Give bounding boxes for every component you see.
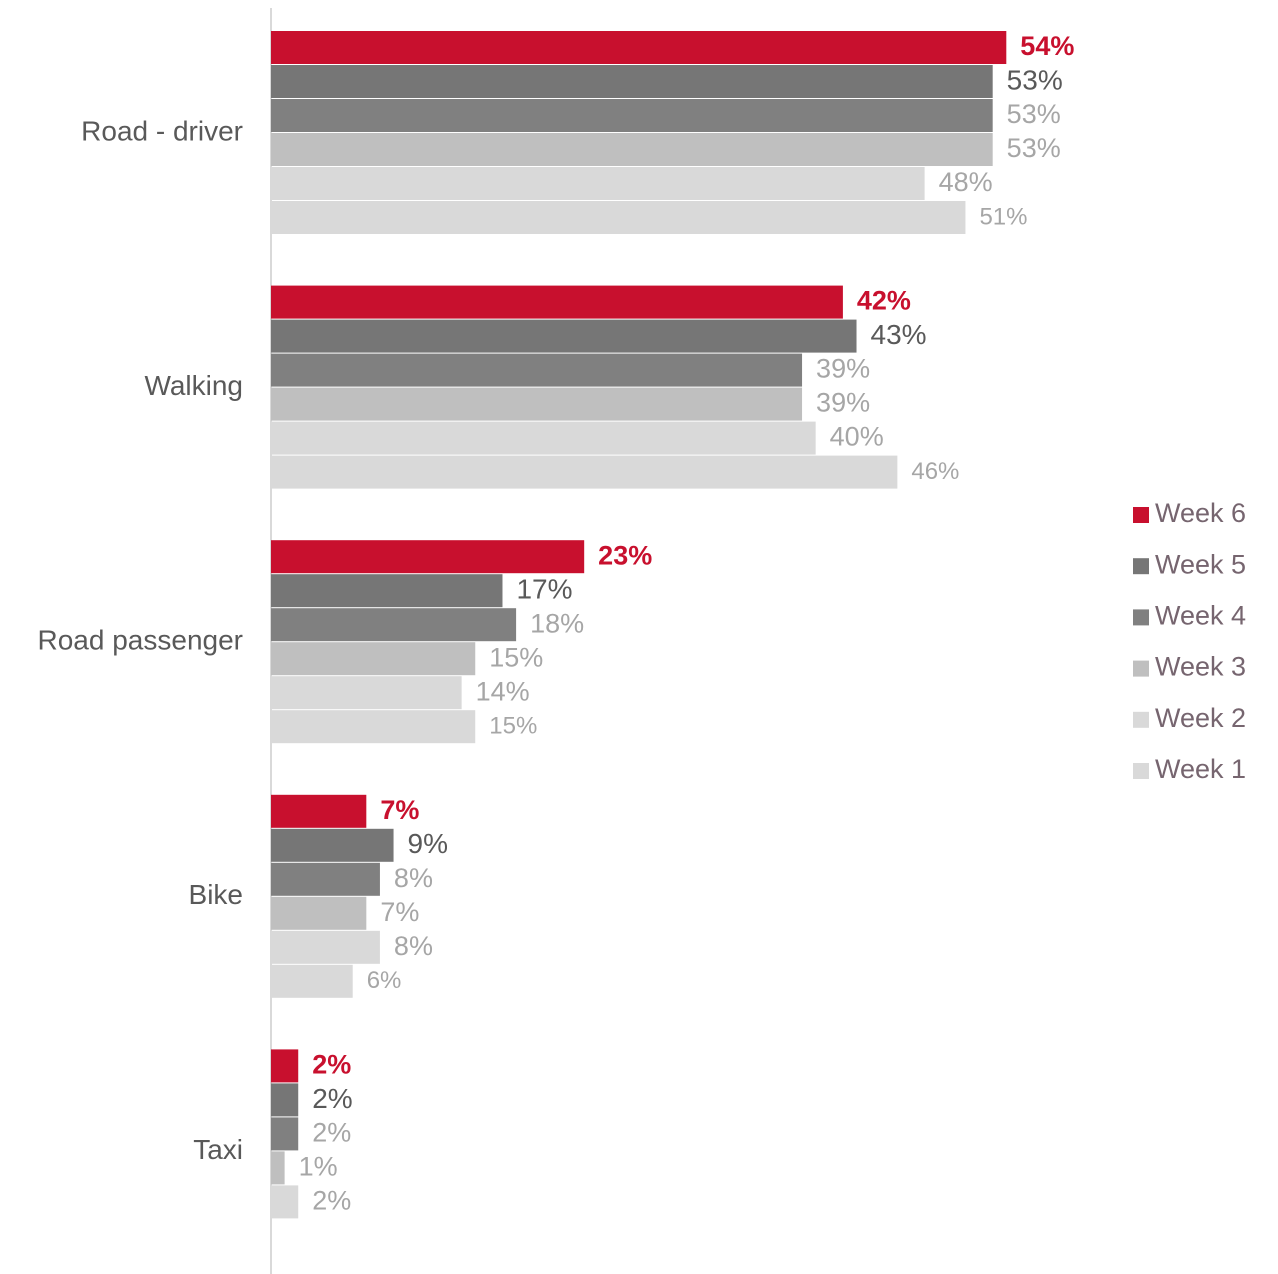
bar (271, 1083, 299, 1117)
value-label: 8% (394, 863, 433, 893)
legend-label: Week 4 (1155, 601, 1246, 631)
value-label: 17% (516, 574, 572, 605)
value-label: 6% (367, 967, 402, 994)
bar (271, 99, 993, 132)
bar (271, 828, 394, 862)
bar (271, 862, 380, 896)
bar (271, 642, 476, 676)
value-label: 15% (489, 713, 537, 740)
value-label: 7% (380, 795, 419, 825)
legend-swatch (1133, 507, 1149, 523)
bar (271, 710, 476, 744)
category-label: Road passenger (38, 625, 243, 656)
bar (271, 1151, 285, 1185)
value-label: 51% (979, 203, 1027, 230)
value-label: 2% (312, 1186, 351, 1216)
category-label: Bike (189, 879, 243, 910)
legend-label: Week 1 (1155, 754, 1246, 784)
bar (271, 574, 503, 608)
bar (271, 167, 925, 200)
bar (271, 1185, 299, 1219)
legend-label: Week 3 (1155, 652, 1246, 682)
bar (271, 319, 857, 353)
legend-swatch (1133, 660, 1149, 677)
value-label: 53% (1007, 64, 1063, 95)
category-label: Walking (144, 370, 243, 401)
value-label: 46% (911, 458, 959, 485)
bar (271, 964, 353, 998)
bar (271, 1117, 299, 1151)
bar (271, 421, 816, 455)
legend-swatch (1133, 711, 1149, 728)
bar (271, 794, 367, 828)
bar (271, 676, 462, 710)
value-label: 2% (312, 1083, 352, 1114)
value-label: 23% (598, 540, 652, 570)
value-label: 39% (816, 388, 870, 418)
value-label: 7% (380, 897, 419, 927)
value-label: 8% (394, 931, 433, 961)
bar (271, 540, 585, 574)
bar (271, 455, 898, 489)
legend-label: Week 5 (1155, 549, 1246, 579)
value-label: 53% (1007, 133, 1061, 163)
bar (271, 133, 993, 166)
bar (271, 387, 803, 421)
value-label: 9% (408, 828, 448, 859)
value-label: 14% (476, 676, 530, 706)
bar (271, 65, 993, 98)
value-label: 2% (312, 1050, 351, 1080)
value-label: 1% (299, 1152, 338, 1182)
bar (271, 201, 966, 234)
bar (271, 31, 1007, 64)
value-label: 42% (857, 286, 911, 316)
legend-swatch (1133, 763, 1149, 779)
value-label: 39% (816, 354, 870, 384)
legend-label: Week 6 (1155, 498, 1246, 528)
bar (271, 285, 843, 319)
value-label: 48% (939, 167, 993, 197)
bar (271, 353, 803, 387)
legend-swatch (1133, 558, 1149, 575)
legend-swatch (1133, 609, 1149, 626)
bar (271, 896, 367, 930)
value-label: 53% (1007, 99, 1061, 129)
value-label: 15% (489, 642, 543, 672)
value-label: 54% (1020, 31, 1074, 61)
value-label: 2% (312, 1118, 351, 1148)
bar (271, 608, 517, 642)
value-label: 40% (830, 422, 884, 452)
bar (271, 930, 380, 964)
value-label: 43% (871, 319, 927, 350)
category-label: Taxi (193, 1134, 243, 1165)
legend-label: Week 2 (1155, 703, 1246, 733)
category-label: Road - driver (81, 115, 243, 146)
value-label: 18% (530, 608, 584, 638)
bar (271, 1049, 299, 1083)
